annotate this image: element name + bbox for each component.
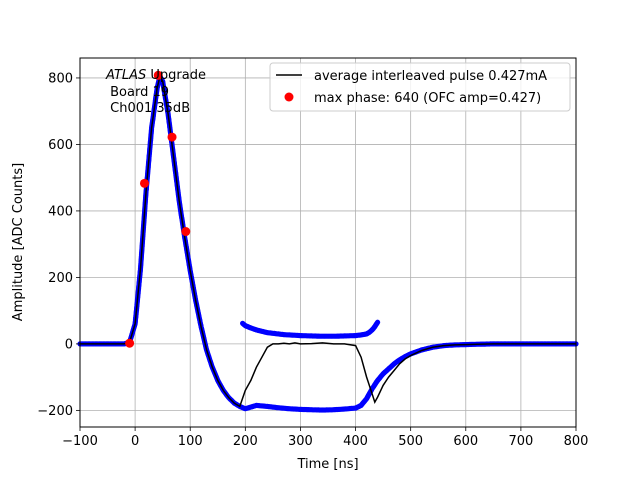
max-phase-marker [181,227,191,237]
x-tick-label: 100 [178,434,203,449]
legend-entry-max-phase: max phase: 640 (OFC amp=0.427) [314,91,541,106]
series-line-average [80,74,576,408]
y-tick-label: 0 [65,337,73,352]
x-tick-label: 700 [508,434,533,449]
x-tick-label: 400 [343,434,368,449]
x-tick-label: 0 [131,434,139,449]
annotation-line-2: Board 19 [106,85,169,100]
y-tick-label: 200 [48,271,73,286]
max-phase-marker [139,178,149,188]
annotation-upgrade: Upgrade [146,68,206,83]
max-phase-marker [125,338,135,348]
annotation-line-1: ATLAS Upgrade [105,68,206,83]
ticks: −100 0 100 200 300 400 500 600 700 800 −200 0 200 400… [37,71,588,449]
annotation-atlas: ATLAS [105,68,146,83]
y-tick-label: 600 [48,138,73,153]
plot-frame [79,57,577,428]
x-tick-label: 600 [453,434,478,449]
x-tick-label: 300 [288,434,313,449]
x-tick-label: 500 [398,434,423,449]
max-phase-marker [167,132,177,142]
x-tick-label: 200 [233,434,258,449]
plot-area [80,58,576,427]
series-blue-points-2 [240,319,381,339]
y-tick-label: −200 [37,404,73,419]
x-axis-label: Time [ns] [296,457,358,472]
blue-point [375,319,381,325]
y-axis-label: Amplitude [ADC Counts] [11,163,26,321]
legend: average interleaved pulse 0.427mA max ph… [269,62,571,112]
legend-marker-swatch [284,92,294,102]
y-tick-label: 800 [48,71,73,86]
x-tick-label: −100 [62,434,98,449]
series-layer [77,70,579,413]
max-phase-marker [153,70,163,80]
x-tick-label: 800 [564,434,589,449]
annotation: ATLAS Upgrade Board 19 Ch001 35dB [105,68,206,116]
annotation-line-3: Ch001 35dB [106,101,190,116]
y-tick-label: 400 [48,204,73,219]
legend-entry-average: average interleaved pulse 0.427mA [314,69,547,84]
legend-box [269,62,571,112]
